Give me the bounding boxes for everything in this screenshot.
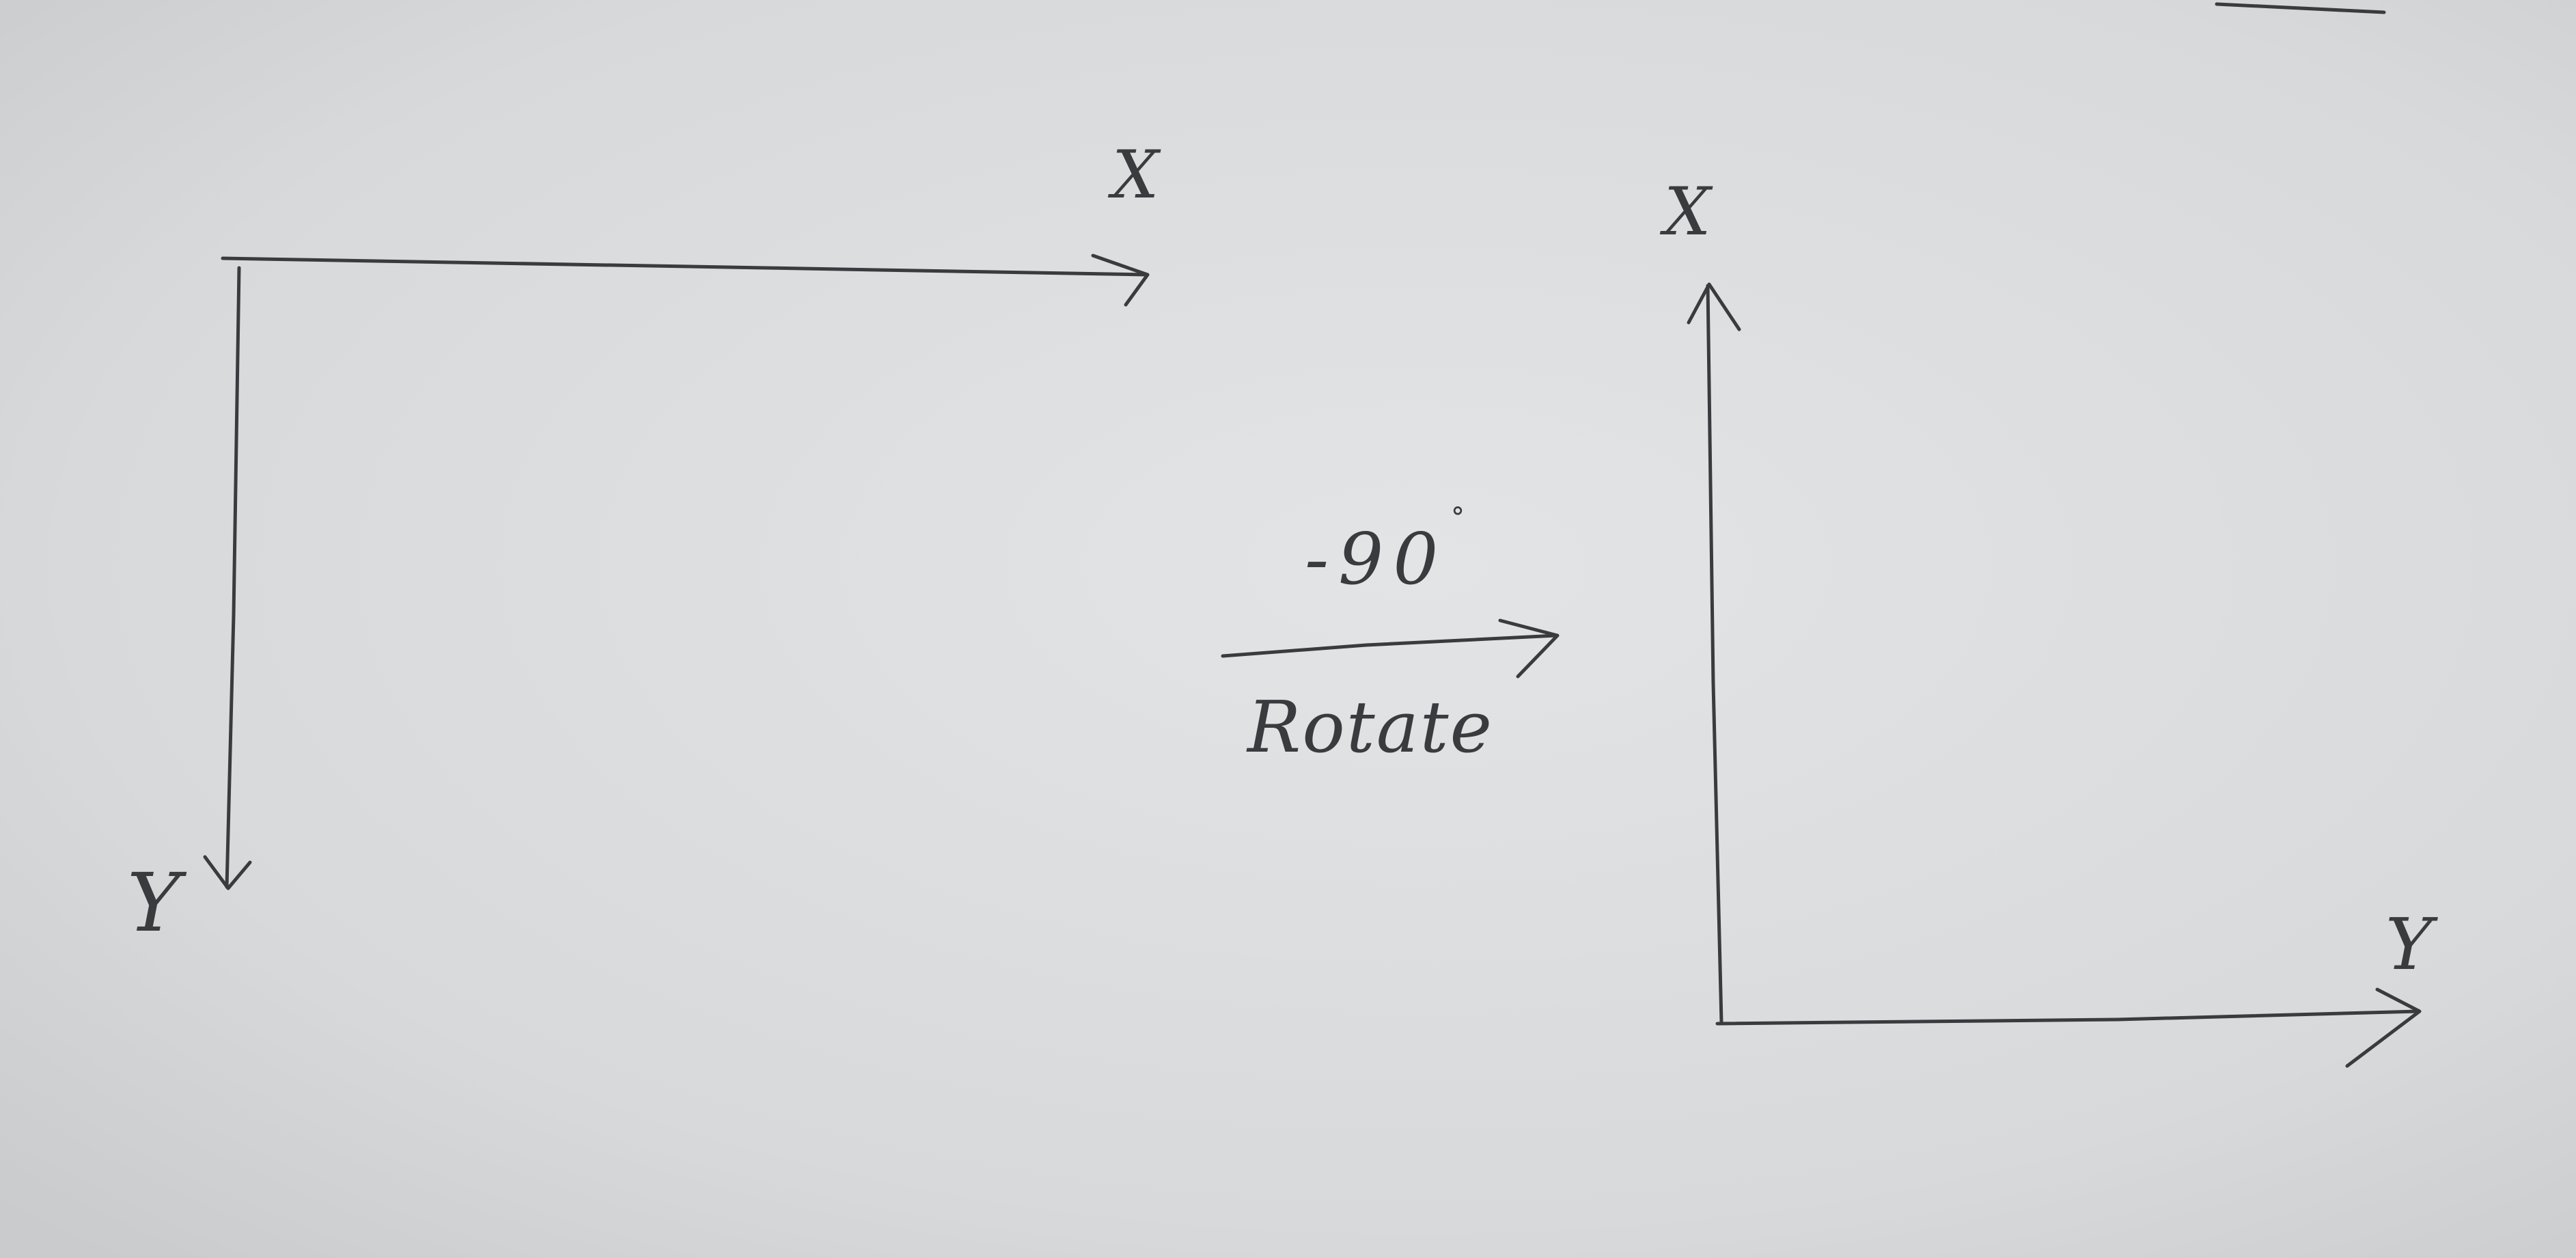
left-y-axis-arrowhead — [203, 855, 252, 890]
right-x-axis-label: X — [1664, 174, 1711, 250]
rotation-arrow-line — [1221, 633, 1558, 658]
right-x-axis-arrowhead — [1687, 282, 1741, 331]
left-y-axis-line — [225, 266, 241, 889]
left-x-axis-line — [221, 256, 1148, 277]
rotate-operation-label: Rotate — [1247, 685, 1494, 769]
right-y-axis-label: Y — [2385, 903, 2433, 986]
left-x-axis-label: X — [1112, 137, 1159, 213]
right-y-axis-arrowhead — [2345, 987, 2422, 1068]
rotation-angle-label: -90 — [1305, 517, 1448, 601]
rotation-arrowhead — [1498, 618, 1560, 679]
degree-symbol: ° — [1451, 502, 1465, 534]
left-x-axis-arrowhead — [1091, 254, 1150, 307]
left-y-axis-label: Y — [127, 856, 180, 950]
stray-pen-mark — [2215, 2, 2386, 14]
right-x-axis-line — [1706, 284, 1723, 1024]
right-y-axis-line — [1715, 1009, 2420, 1026]
